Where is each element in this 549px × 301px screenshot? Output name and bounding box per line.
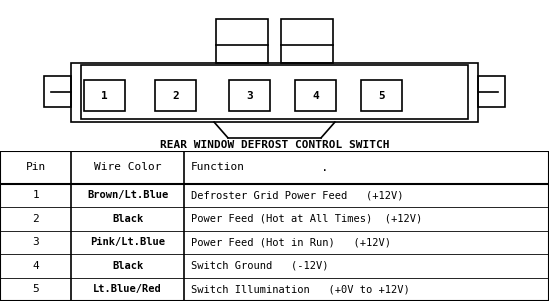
Bar (229, 80, 270, 111)
Bar (44, 76, 71, 107)
Bar (83, 80, 125, 111)
Text: 5: 5 (32, 284, 39, 294)
Text: 5: 5 (378, 91, 385, 101)
Bar (81, 65, 468, 119)
Text: Function: Function (191, 162, 244, 172)
Bar (281, 19, 333, 63)
Text: 4: 4 (312, 91, 319, 101)
Text: 1: 1 (32, 190, 39, 200)
Text: Defroster Grid Power Feed   (+12V): Defroster Grid Power Feed (+12V) (191, 190, 403, 200)
Text: .: . (321, 160, 329, 174)
Text: Switch Illumination   (+0V to +12V): Switch Illumination (+0V to +12V) (191, 284, 409, 294)
Text: Wire Color: Wire Color (94, 162, 161, 172)
Text: Black: Black (112, 261, 143, 271)
Text: 2: 2 (172, 91, 179, 101)
Text: Power Feed (Hot at All Times)  (+12V): Power Feed (Hot at All Times) (+12V) (191, 214, 422, 224)
Text: Lt.Blue/Red: Lt.Blue/Red (93, 284, 162, 294)
Bar (71, 63, 478, 122)
Text: Black: Black (112, 214, 143, 224)
Text: 1: 1 (101, 91, 108, 101)
Text: Brown/Lt.Blue: Brown/Lt.Blue (87, 190, 168, 200)
Bar (478, 76, 505, 107)
Text: 3: 3 (32, 237, 39, 247)
Bar (216, 19, 268, 63)
Bar (295, 80, 336, 111)
Text: Switch Ground   (-12V): Switch Ground (-12V) (191, 261, 328, 271)
Text: REAR WINDOW DEFROST CONTROL SWITCH: REAR WINDOW DEFROST CONTROL SWITCH (160, 140, 389, 150)
Text: 3: 3 (247, 91, 253, 101)
Text: Pin: Pin (26, 162, 46, 172)
Text: Pink/Lt.Blue: Pink/Lt.Blue (90, 237, 165, 247)
Text: Power Feed (Hot in Run)   (+12V): Power Feed (Hot in Run) (+12V) (191, 237, 390, 247)
Bar (155, 80, 197, 111)
Text: 4: 4 (32, 261, 39, 271)
Text: 2: 2 (32, 214, 39, 224)
Bar (361, 80, 402, 111)
